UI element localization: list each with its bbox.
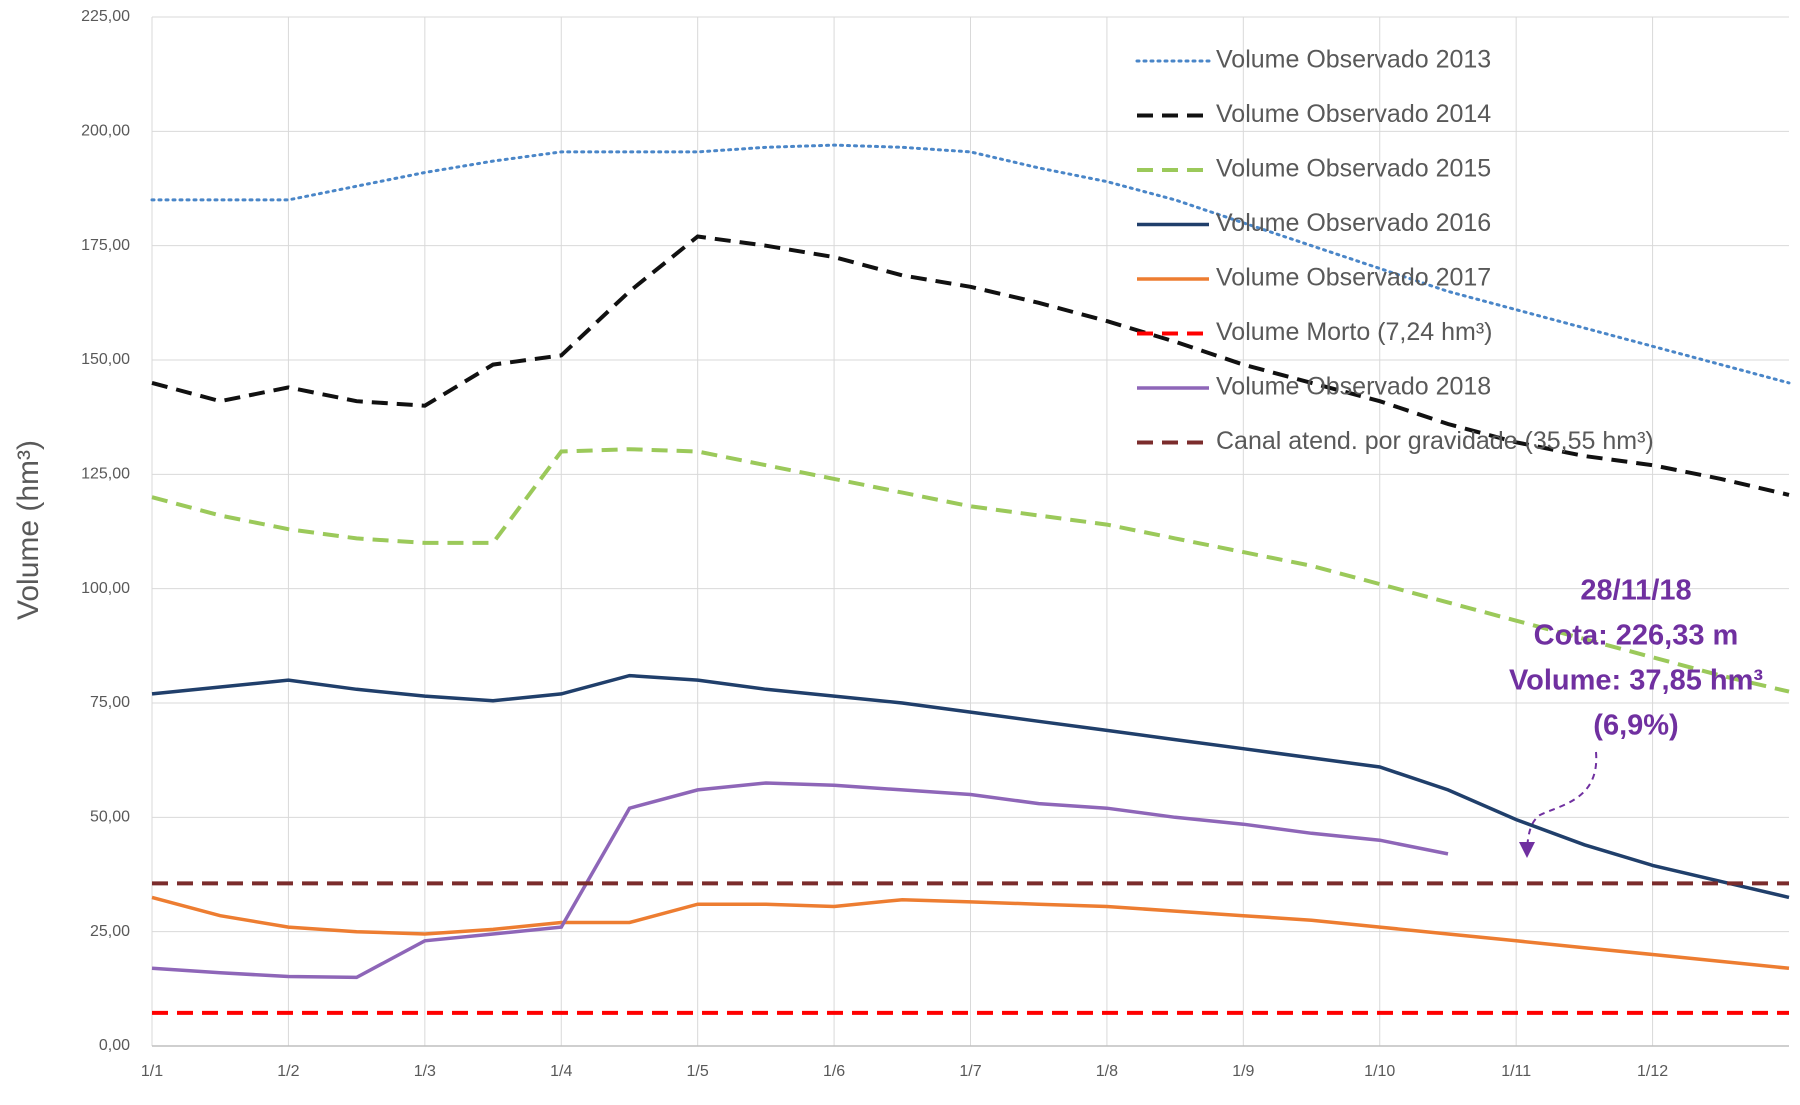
- legend-label: Volume Observado 2015: [1216, 155, 1491, 183]
- y-tick-label: 225,00: [81, 8, 130, 25]
- y-tick-label: 150,00: [81, 351, 130, 368]
- y-tick-label: 175,00: [81, 237, 130, 254]
- x-tick-label: 1/6: [823, 1063, 845, 1080]
- annotation-text: Cota: 226,33 m: [1534, 620, 1739, 652]
- y-tick-label: 200,00: [81, 123, 130, 140]
- legend-label: Volume Observado 2016: [1216, 209, 1491, 237]
- series-line: [151, 447, 1790, 694]
- legend-label: Volume Morto (7,24 hm³): [1216, 318, 1493, 346]
- x-tick-label: 1/5: [687, 1063, 709, 1080]
- legend-label: Volume Observado 2018: [1216, 373, 1491, 401]
- legend-label: Volume Observado 2017: [1216, 264, 1491, 292]
- legend-label: Volume Observado 2014: [1216, 100, 1491, 128]
- series-line: [151, 781, 1449, 980]
- annotation-arrowhead: [1519, 842, 1535, 858]
- annotation-arrow: [1526, 751, 1598, 851]
- series-line: [150, 143, 1791, 385]
- y-tick-label: 25,00: [90, 923, 130, 940]
- series-line: [151, 673, 1790, 900]
- y-tick-label: 125,00: [81, 466, 130, 483]
- y-tick-label: 50,00: [90, 809, 130, 826]
- annotation-text: 28/11/18: [1580, 575, 1691, 607]
- x-tick-label: 1/12: [1637, 1063, 1668, 1080]
- annotation-text: (6,9%): [1593, 710, 1678, 742]
- series-line: [151, 234, 1790, 497]
- x-tick-label: 1/2: [277, 1063, 299, 1080]
- x-tick-label: 1/3: [414, 1063, 436, 1080]
- y-tick-label: 0,00: [99, 1037, 130, 1054]
- y-tick-label: 100,00: [81, 580, 130, 597]
- x-tick-label: 1/7: [959, 1063, 981, 1080]
- annotation-text: Volume: 37,85 hm³: [1509, 665, 1763, 697]
- y-axis-title: Volume (hm³): [12, 440, 45, 620]
- y-tick-label: 75,00: [90, 694, 130, 711]
- legend-label: Canal atend. por gravidade (35,55 hm³): [1216, 427, 1654, 455]
- x-tick-label: 1/9: [1232, 1063, 1254, 1080]
- x-tick-label: 1/1: [141, 1063, 163, 1080]
- x-tick-label: 1/4: [550, 1063, 572, 1080]
- x-tick-label: 1/10: [1364, 1063, 1395, 1080]
- series-line: [151, 895, 1790, 971]
- x-tick-label: 1/11: [1501, 1063, 1531, 1080]
- legend-label: Volume Observado 2013: [1216, 46, 1491, 74]
- x-tick-label: 1/8: [1096, 1063, 1118, 1080]
